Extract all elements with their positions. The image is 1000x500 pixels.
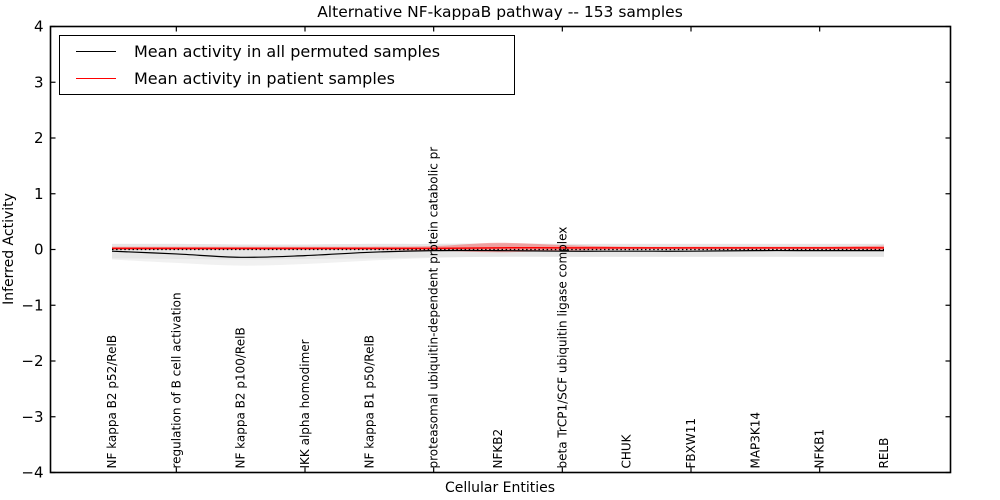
legend-label-permuted: Mean activity in all permuted samples: [134, 42, 441, 61]
legend-item-patient: Mean activity in patient samples: [76, 69, 514, 88]
x-category-label: IKK alpha homodimer: [298, 339, 312, 468]
x-category-label: CHUK: [620, 433, 634, 468]
x-category-label: NF kappa B2 p100/RelB: [234, 327, 248, 468]
y-tick-label: −1: [21, 296, 43, 314]
legend-label-patient: Mean activity in patient samples: [134, 69, 395, 88]
x-category-label: NF kappa B2 p52/RelB: [105, 335, 119, 469]
y-tick-label: −4: [21, 464, 43, 482]
legend-item-permuted: Mean activity in all permuted samples: [76, 42, 514, 61]
y-axis-label: Inferred Activity: [1, 193, 17, 305]
x-category-label: NF kappa B1 p50/RelB: [362, 335, 376, 469]
patient-line-sample: [76, 78, 116, 79]
x-category-label: NFKB1: [813, 429, 827, 469]
x-category-label: FBXW11: [684, 418, 698, 469]
permuted-line-sample: [76, 51, 116, 52]
x-category-label: proteasomal ubiquitin-dependent protein …: [427, 147, 441, 469]
y-tick-label: 3: [34, 73, 44, 91]
x-category-label: beta TrCP1/SCF ubiquitin ligase complex: [555, 227, 569, 469]
y-tick-label: −2: [21, 352, 43, 370]
series-patient-line: [112, 247, 884, 250]
y-tick-label: 2: [34, 129, 44, 147]
plot-area: 4 3 2 1 0 −1 −2 −3 −4 NF kappa B2 p52/RelB regulat…: [21, 18, 952, 482]
x-category-label: regulation of B cell activation: [169, 292, 183, 468]
y-tick-label: 1: [34, 185, 44, 203]
x-axis-label: Cellular Entities: [445, 480, 555, 496]
chart-title: Alternative NF-kappaB pathway -- 153 sam…: [317, 3, 683, 21]
y-tick-label: 0: [34, 241, 44, 259]
plot-frame: [49, 25, 952, 474]
legend: Mean activity in all permuted samples Me…: [59, 35, 515, 95]
x-category-label: NFKB2: [491, 429, 505, 469]
x-category-label: RELB: [877, 438, 891, 469]
series-permuted-line: [111, 249, 884, 258]
y-tick-label: 4: [34, 18, 44, 36]
y-tick-label: −3: [21, 408, 43, 426]
x-category-label: MAP3K14: [748, 412, 762, 469]
